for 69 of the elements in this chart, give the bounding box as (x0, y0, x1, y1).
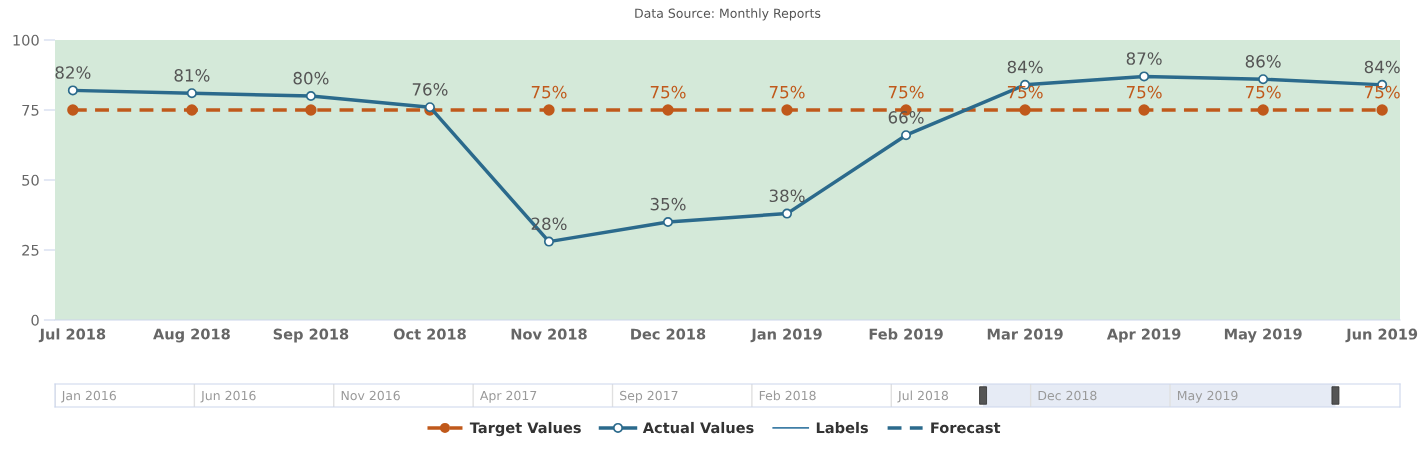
text: Jul 2018 (897, 390, 949, 403)
data-label: 75% (1364, 85, 1400, 99)
text: Apr 2017 (479, 390, 537, 403)
x-tick-label: Jul 2018 (38, 328, 106, 343)
text: Jan 2016 (61, 390, 116, 403)
text: Dec 2018 (1038, 390, 1097, 401)
point (781, 104, 793, 116)
text: Jun 2016 (200, 390, 256, 403)
point (782, 208, 793, 219)
y-tick-label: 75 (22, 104, 39, 116)
point (186, 88, 197, 99)
y-tick-label: 100 (13, 34, 39, 46)
x-tick-label: Apr 2019 (1106, 328, 1181, 343)
data-label: 38% (769, 189, 805, 203)
data-label: 75% (1245, 85, 1281, 99)
data-label: 84% (1007, 60, 1043, 74)
point (1376, 104, 1388, 116)
point (1258, 74, 1269, 85)
data-label: 75% (531, 85, 567, 99)
point (1138, 104, 1150, 116)
x-tick-label: Feb 2019 (869, 328, 943, 340)
x-tick-label: Mar 2019 (987, 328, 1063, 340)
legend-label: Actual Values (642, 421, 754, 434)
chart-title: Data Source: Monthly Reports (635, 8, 821, 21)
data-label: 80% (293, 71, 329, 85)
point (67, 85, 78, 96)
x-tick-label: Sep 2018 (273, 328, 349, 343)
y-tick-label: 0 (31, 314, 39, 326)
text: Sep 2017 (620, 390, 678, 403)
legend-label: Forecast (931, 422, 1001, 434)
x-tick-label: Nov 2018 (511, 328, 587, 340)
data-label: 75% (1126, 85, 1162, 99)
text: Feb 2018 (759, 390, 816, 401)
point (1139, 71, 1150, 82)
x-tick-label: Oct 2018 (393, 328, 466, 340)
data-label: 75% (650, 85, 686, 99)
point (305, 104, 317, 116)
x-tick-label: Jun 2019 (1345, 328, 1418, 343)
x-tick-label: Aug 2018 (153, 328, 230, 343)
data-label: 87% (1126, 52, 1162, 65)
data-label: 75% (1007, 85, 1043, 99)
point (1019, 104, 1031, 116)
x-tick-label: Dec 2018 (631, 328, 706, 340)
y-tick-label: 25 (22, 244, 39, 256)
data-label: 75% (888, 85, 924, 99)
point (901, 130, 912, 141)
x-tick-label: Jan 2019 (750, 328, 822, 343)
data-label: 82% (55, 66, 91, 79)
data-label: 76% (412, 83, 448, 96)
data-label: 81% (174, 69, 210, 82)
data-label: 75% (769, 85, 805, 99)
point (543, 104, 555, 116)
point (543, 236, 554, 247)
text: May 2019 (1177, 390, 1238, 403)
legend-label: Labels (816, 421, 868, 434)
point (67, 104, 79, 116)
x-tick-label: May 2019 (1224, 328, 1302, 343)
point (305, 90, 316, 102)
point (662, 216, 673, 228)
legend-label: Target Values (469, 421, 581, 437)
point (662, 104, 674, 116)
data-label: 86% (1245, 55, 1281, 68)
point (1257, 104, 1269, 116)
data-label: 84% (1364, 60, 1400, 74)
data-label: 66% (888, 111, 924, 124)
point (186, 104, 198, 116)
data-label: 35% (650, 197, 686, 211)
y-tick-label: 50 (22, 174, 39, 186)
text: Nov 2016 (341, 390, 400, 401)
